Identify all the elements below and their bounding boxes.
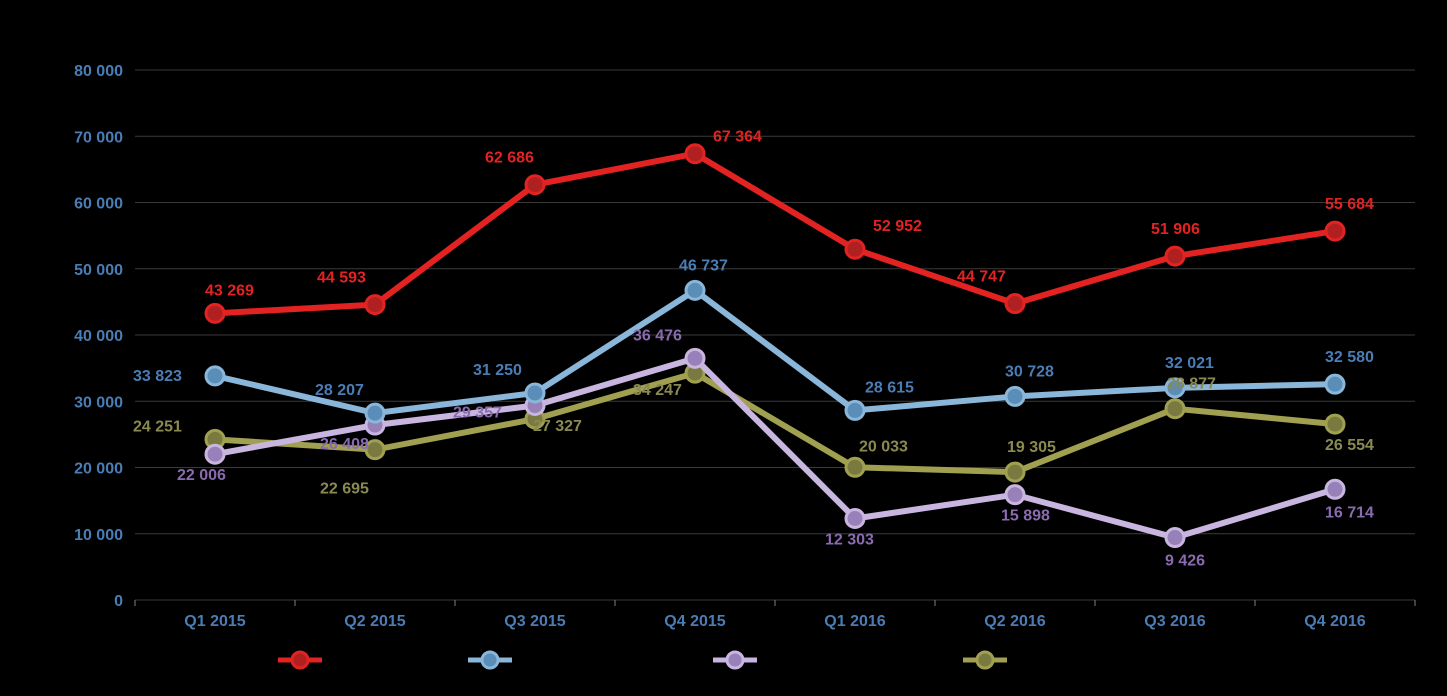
series-purple-value-label: 16 714: [1325, 504, 1374, 521]
legend-series-blue-marker: [482, 652, 498, 668]
series-red-value-label: 44 593: [317, 270, 366, 287]
series-olive-value-label: 19 305: [1007, 439, 1056, 456]
series-purple-marker: [206, 445, 224, 463]
series-purple-value-label: 36 476: [633, 327, 682, 344]
y-axis-label: 70 000: [74, 129, 123, 146]
series-purple-value-label: 15 898: [1001, 508, 1050, 525]
line-chart: 0 10 000 20 000 30 000 40 000 50 000 60 000 70 …: [0, 0, 1447, 696]
series-red-marker: [366, 296, 384, 314]
series-blue-marker: [366, 404, 384, 422]
series-purple-value-label: 26 408: [320, 436, 369, 453]
series-blue-value-label: 31 250: [473, 362, 522, 379]
x-axis-label: Q2 2015: [344, 613, 405, 630]
series-purple-value-label: 22 006: [177, 467, 226, 484]
series-olive-value-label: 26 554: [1325, 437, 1374, 454]
series-blue-marker: [1326, 375, 1344, 393]
series-blue-value-label: 28 615: [865, 379, 914, 396]
series-red-value-label: 44 747: [957, 269, 1006, 286]
x-axis-label: Q4 2016: [1304, 613, 1365, 630]
legend-series-olive-marker: [977, 652, 993, 668]
series-red-value-label: 55 684: [1325, 196, 1374, 213]
series-blue-value-label: 32 580: [1325, 349, 1374, 366]
legend-series-red-marker: [292, 652, 308, 668]
series-blue-value-label: 32 021: [1165, 355, 1214, 372]
series-olive-marker: [1166, 400, 1184, 418]
y-axis-label: 50 000: [74, 262, 123, 279]
series-blue-marker: [686, 281, 704, 299]
series-purple-marker: [1326, 480, 1344, 498]
series-purple-value-label: 29 357: [453, 405, 502, 422]
series-red-marker: [206, 304, 224, 322]
x-axis-label: Q4 2015: [664, 613, 725, 630]
y-axis-label: 20 000: [74, 461, 123, 478]
series-red-value-label: 43 269: [205, 282, 254, 299]
legend-series-purple-marker: [727, 652, 743, 668]
series-red-marker: [526, 176, 544, 194]
series-red-value-label: 67 364: [713, 129, 762, 146]
series-red-value-label: 62 686: [485, 150, 534, 167]
series-blue-value-label: 30 728: [1005, 363, 1054, 380]
series-blue-marker: [526, 384, 544, 402]
y-axis-label: 80 000: [74, 63, 123, 80]
series-olive-value-label: 28 877: [1167, 376, 1216, 393]
x-axis-label: Q2 2016: [984, 613, 1045, 630]
y-axis-label: 30 000: [74, 394, 123, 411]
series-red-marker: [1166, 247, 1184, 265]
series-blue-marker: [1006, 387, 1024, 405]
series-purple-value-label: 9 426: [1165, 553, 1205, 570]
x-axis-label: Q3 2015: [504, 613, 565, 630]
x-axis-label: Q1 2015: [184, 613, 245, 630]
series-blue-value-label: 33 823: [133, 368, 182, 385]
series-red-marker: [1006, 295, 1024, 313]
y-axis-label: 0: [114, 593, 123, 610]
series-olive-marker: [1006, 463, 1024, 481]
x-axis-label: Q1 2016: [824, 613, 885, 630]
series-red-marker: [1326, 222, 1344, 240]
series-olive-marker: [846, 458, 864, 476]
series-purple-value-label: 12 303: [825, 531, 874, 548]
series-purple-marker: [1006, 486, 1024, 504]
series-blue-value-label: 46 737: [679, 257, 728, 274]
y-axis-label: 40 000: [74, 328, 123, 345]
series-olive-value-label: 22 695: [320, 481, 369, 498]
series-red-marker: [846, 240, 864, 258]
series-blue-marker: [206, 367, 224, 385]
series-olive-marker: [1326, 415, 1344, 433]
series-blue-marker: [846, 401, 864, 419]
series-purple-marker: [1166, 529, 1184, 547]
series-red-value-label: 52 952: [873, 218, 922, 235]
series-olive-value-label: 34 247: [633, 382, 682, 399]
series-olive-value-label: 20 033: [859, 438, 908, 455]
series-olive-value-label: 27 327: [533, 418, 582, 435]
series-purple-marker: [686, 349, 704, 367]
series-blue-value-label: 28 207: [315, 382, 364, 399]
x-axis-label: Q3 2016: [1144, 613, 1205, 630]
series-purple-marker: [846, 509, 864, 527]
series-red-marker: [686, 145, 704, 163]
y-axis-label: 10 000: [74, 527, 123, 544]
series-red-value-label: 51 906: [1151, 221, 1200, 238]
series-olive-value-label: 24 251: [133, 418, 182, 435]
y-axis-label: 60 000: [74, 196, 123, 213]
